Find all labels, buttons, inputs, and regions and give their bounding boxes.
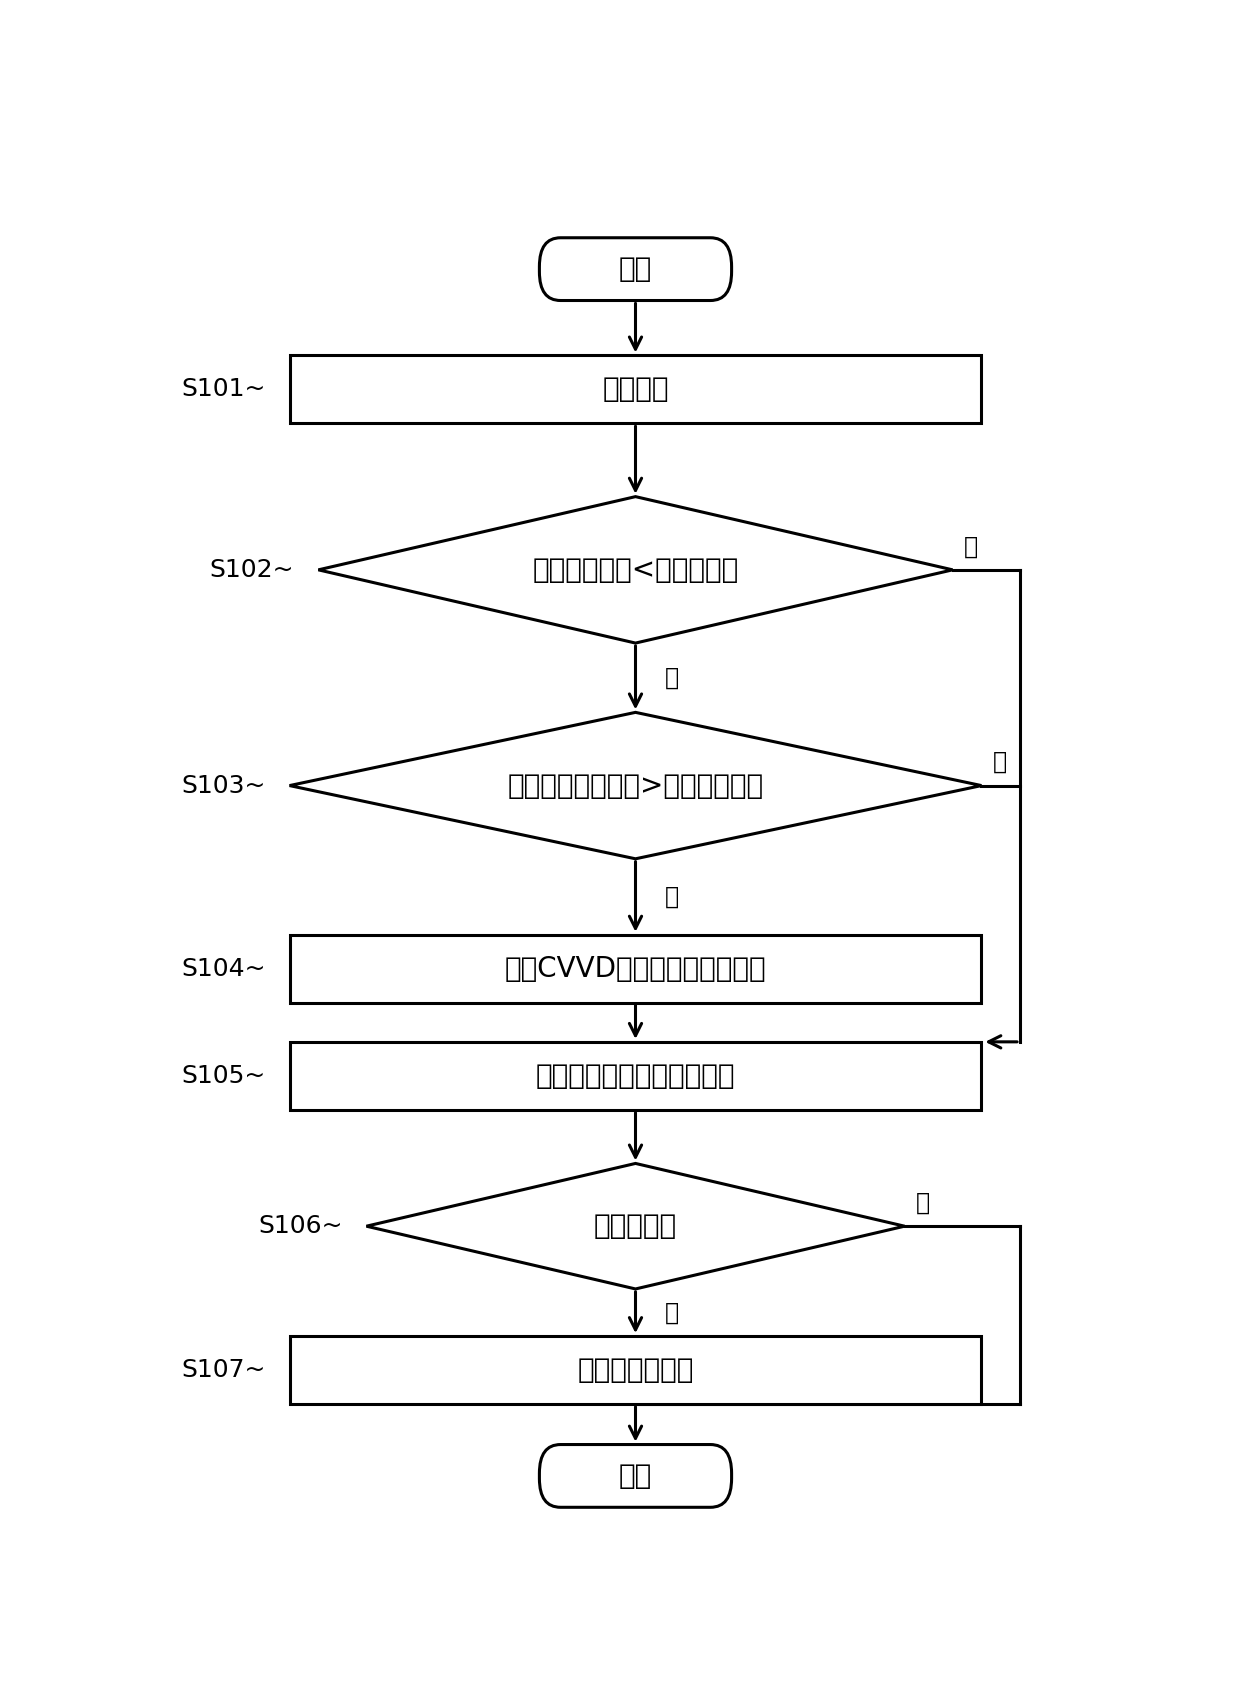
Text: 是: 是	[665, 885, 678, 908]
Text: 执行爆燃控制和空燃比控制: 执行爆燃控制和空燃比控制	[536, 1061, 735, 1090]
Bar	[290, 355, 982, 423]
Text: 检测数据: 检测数据	[603, 375, 668, 404]
Text: 否: 否	[916, 1190, 930, 1214]
Polygon shape	[319, 496, 952, 644]
Text: 开始: 开始	[619, 255, 652, 284]
Text: 发动机的转速<预定转速？: 发动机的转速<预定转速？	[532, 555, 739, 584]
FancyBboxPatch shape	[539, 1445, 732, 1508]
Polygon shape	[367, 1163, 905, 1289]
Text: S103~: S103~	[181, 774, 265, 798]
Text: 加速踏板的位置值>预定位置值？: 加速踏板的位置值>预定位置值？	[507, 771, 764, 800]
Text: S106~: S106~	[258, 1214, 342, 1238]
Text: 是: 是	[665, 1301, 678, 1324]
Text: S102~: S102~	[210, 559, 294, 582]
Text: 返回: 返回	[619, 1462, 652, 1489]
Text: 操作CVVD装置以增加气门重叠: 操作CVVD装置以增加气门重叠	[505, 954, 766, 983]
Text: 是: 是	[665, 666, 678, 689]
Text: 否: 否	[965, 535, 978, 559]
Text: S101~: S101~	[181, 377, 265, 401]
Text: S107~: S107~	[181, 1358, 265, 1382]
Bar	[290, 1336, 982, 1404]
Text: S105~: S105~	[181, 1065, 265, 1088]
Bar	[290, 934, 982, 1002]
Text: S104~: S104~	[181, 956, 265, 981]
Bar	[290, 1043, 982, 1110]
Text: 否: 否	[993, 751, 1007, 774]
FancyBboxPatch shape	[539, 238, 732, 301]
Text: 发生爆燃？: 发生爆燃？	[594, 1212, 677, 1240]
Text: 将点火正时延迟: 将点火正时延迟	[578, 1357, 693, 1384]
Polygon shape	[290, 713, 982, 859]
